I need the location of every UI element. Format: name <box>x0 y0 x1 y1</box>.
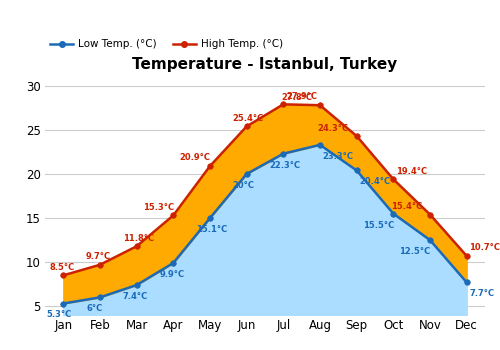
Text: 10.7°C: 10.7°C <box>470 243 500 252</box>
Text: 20.4°C: 20.4°C <box>360 177 390 186</box>
Text: 27.8°C: 27.8°C <box>281 93 312 101</box>
Text: 11.8°C: 11.8°C <box>123 234 154 243</box>
Text: 12.5°C: 12.5°C <box>400 247 430 256</box>
Text: 5.3°C: 5.3°C <box>46 310 72 320</box>
Text: 25.4°C: 25.4°C <box>233 114 264 123</box>
Text: 19.4°C: 19.4°C <box>396 167 427 176</box>
Text: 15.1°C: 15.1°C <box>196 225 228 234</box>
Text: 24.3°C: 24.3°C <box>318 124 349 133</box>
Text: 6°C: 6°C <box>86 304 102 313</box>
Text: 9.7°C: 9.7°C <box>86 252 111 261</box>
Text: 22.3°C: 22.3°C <box>270 161 300 170</box>
Text: 20°C: 20°C <box>233 181 255 190</box>
Text: 27.9°C: 27.9°C <box>286 92 317 101</box>
Text: 15.4°C: 15.4°C <box>391 202 422 211</box>
Text: 7.4°C: 7.4°C <box>123 292 148 301</box>
Text: 20.9°C: 20.9°C <box>180 153 210 162</box>
Text: 15.5°C: 15.5°C <box>363 220 394 230</box>
Text: 15.3°C: 15.3°C <box>143 203 174 212</box>
Legend: Low Temp. (°C), High Temp. (°C): Low Temp. (°C), High Temp. (°C) <box>50 39 283 49</box>
Title: Temperature - Istanbul, Turkey: Temperature - Istanbul, Turkey <box>132 57 398 72</box>
Text: 23.3°C: 23.3°C <box>323 152 354 161</box>
Text: 7.7°C: 7.7°C <box>470 289 494 298</box>
Text: 9.9°C: 9.9°C <box>160 270 184 279</box>
Text: 8.5°C: 8.5°C <box>50 263 74 272</box>
